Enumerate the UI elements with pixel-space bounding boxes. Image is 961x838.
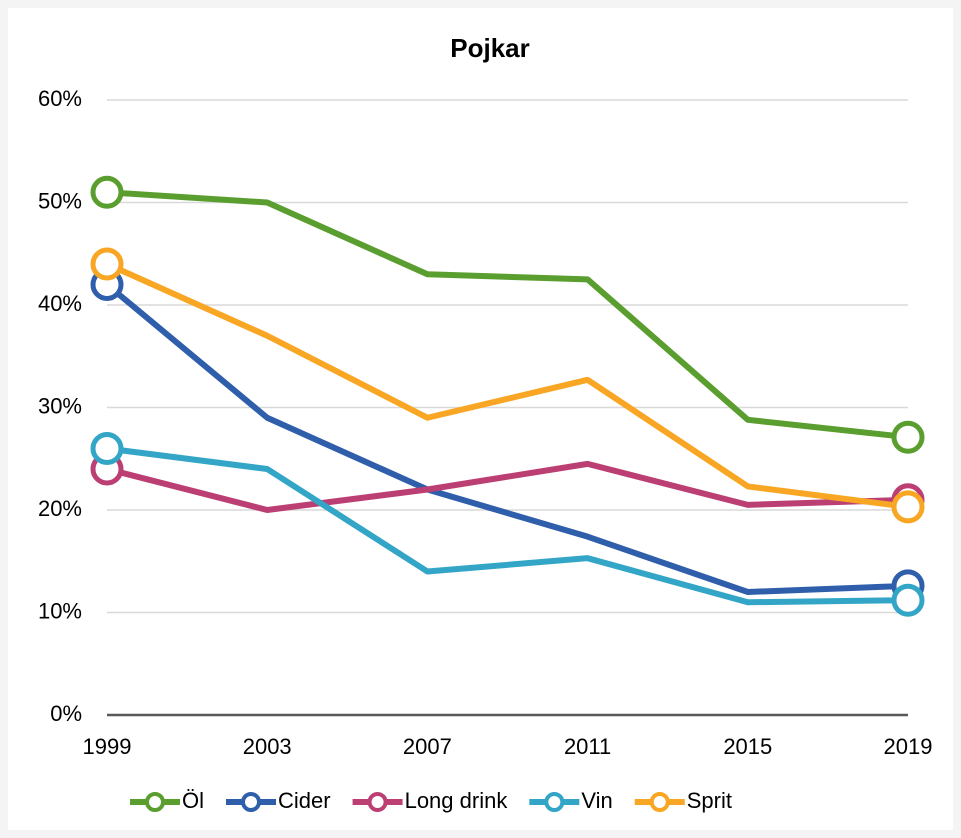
legend-marker [367,792,388,812]
y-tick-label: 10% [38,598,82,623]
legend-marker [145,792,165,812]
end-marker [90,247,124,281]
legend-item: Long drink [352,788,509,813]
x-tick-label: 2011 [564,734,611,759]
end-marker [891,490,925,524]
x-tick-label: 2015 [723,734,772,759]
legend-item: Vin [529,788,613,813]
legend-item: Öl [130,788,204,813]
x-tick-label: 1999 [83,734,132,759]
y-tick-label: 30% [38,393,82,418]
legend-marker [544,792,565,812]
x-tick-label: 2019 [884,734,933,759]
end-marker [891,583,925,617]
end-marker [90,175,124,209]
legend-label: Sprit [687,788,732,813]
x-tick-label: 2007 [403,734,452,759]
legend-marker [649,792,670,812]
series-line [106,189,909,441]
series-line [105,282,909,595]
series-line [105,261,909,510]
chart-area [8,8,953,830]
y-tick-label: 40% [38,291,82,316]
legend-item: Cider [226,788,331,813]
legend-label: Öl [182,788,204,813]
end-marker [891,420,925,454]
y-tick-label: 0% [50,701,82,726]
y-tick-label: 60% [38,86,82,111]
legend-label: Long drink [405,788,509,813]
y-tick-label: 20% [38,496,82,521]
x-tick-label: 2003 [243,734,292,759]
legend-marker [241,792,261,812]
series-line [106,460,909,513]
chart-title: Pojkar [450,33,530,63]
legend-label: Vin [581,788,612,813]
end-marker [90,432,124,465]
legend-label: Cider [278,788,331,813]
series-line [106,445,909,606]
y-tick-label: 50% [38,188,82,213]
legend-item: Sprit [634,788,732,813]
